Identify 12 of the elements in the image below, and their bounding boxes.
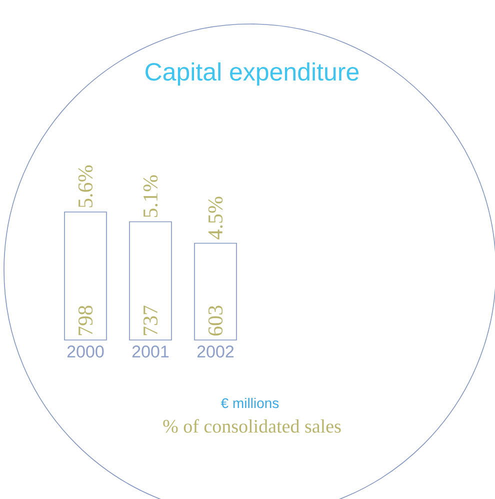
text: € millions xyxy=(220,398,279,408)
data-label: 603 xyxy=(208,306,223,336)
x-tick-label: 2000 xyxy=(67,346,104,358)
data-label: 737 xyxy=(143,306,158,336)
data-label: 798 xyxy=(78,306,93,336)
chart-title: Capital expenditure xyxy=(146,62,359,86)
annotation: 5.6% xyxy=(78,165,93,208)
x-tick-label: 2001 xyxy=(132,346,169,358)
annotation: 4.5% xyxy=(208,196,223,240)
annotation: 5.1% xyxy=(143,175,158,218)
x-tick-label: 2002 xyxy=(197,346,234,358)
text: % of consolidated sales xyxy=(163,419,341,433)
